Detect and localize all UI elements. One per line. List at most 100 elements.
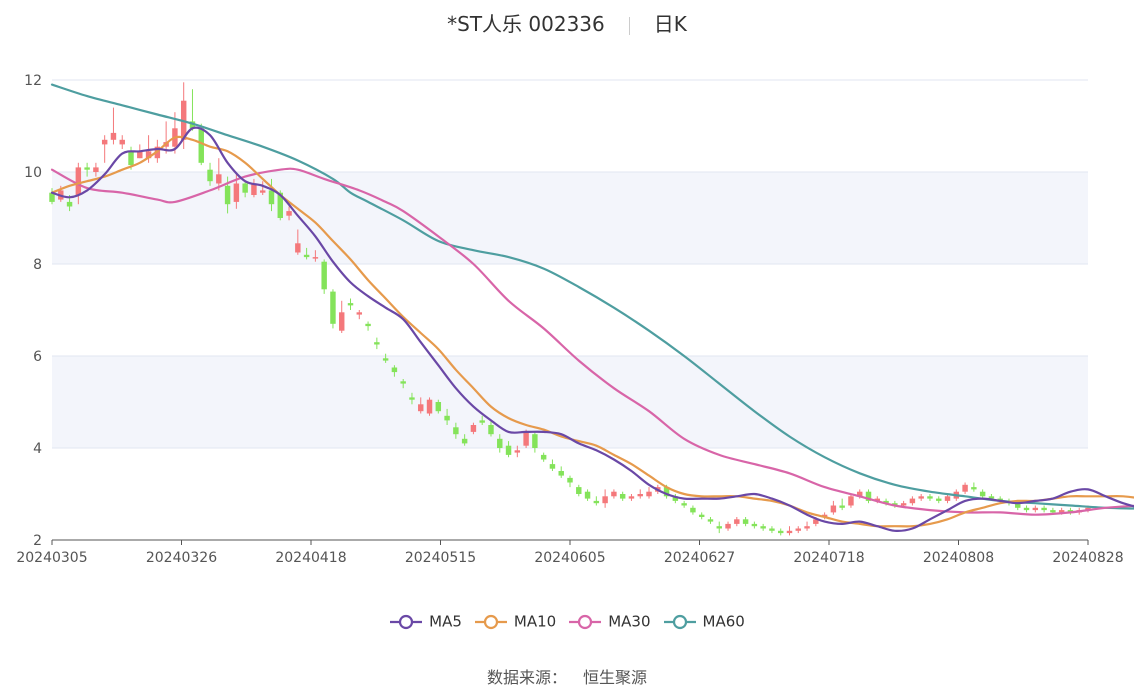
grid-band (52, 172, 1088, 264)
legend-marker-icon (569, 614, 602, 629)
candle-body (690, 507, 696, 513)
candle-body (347, 303, 354, 306)
series-line-ma30 (50, 167, 1134, 516)
chart-legend: MA5 MA10 MA30 MA60 (0, 612, 1134, 631)
candle-body (532, 434, 538, 448)
candle-body (760, 526, 766, 529)
candle-body (461, 438, 468, 444)
candle-body (505, 445, 512, 455)
y-tick-label: 6 (33, 349, 42, 365)
candle-body (391, 367, 398, 373)
candle-body (839, 505, 845, 508)
candle-body (646, 491, 652, 497)
candle-body (277, 192, 283, 218)
candle-body (479, 420, 485, 423)
candle-body (979, 491, 986, 497)
candle-body (936, 498, 942, 501)
candle-body (918, 496, 924, 499)
candle-body (892, 503, 898, 506)
candle-body (1050, 510, 1056, 513)
x-tick-label: 20240326 (146, 550, 217, 566)
candle-body (804, 526, 810, 529)
candle-body (49, 192, 55, 202)
candle-body (795, 528, 801, 531)
candle-body (558, 471, 564, 476)
candle-body (207, 169, 213, 182)
title-separator (628, 16, 630, 35)
candle-body (848, 496, 854, 506)
candle-body (971, 487, 977, 490)
legend-marker-icon (663, 614, 696, 629)
y-tick-label: 8 (33, 257, 42, 273)
candlestick-chart: 2 4 6 8 10 12 20240305 20240326 20240418 20240515… (16, 73, 1134, 566)
candle-body (751, 523, 758, 527)
legend-item-ma10[interactable]: MA10 (474, 612, 556, 631)
candle-body (672, 496, 679, 501)
stock-name: *ST人乐 002336 (447, 12, 605, 36)
candle-body (251, 183, 257, 195)
data-source: 数据来源： 恒生聚源 (0, 664, 1134, 688)
candle-body (619, 494, 626, 499)
candle-body (110, 132, 117, 140)
y-tick-label: 4 (33, 441, 42, 457)
candle-body (742, 519, 749, 524)
candle-body (611, 491, 617, 497)
candle-body (734, 519, 740, 524)
candle-body (426, 399, 433, 414)
legend-label: MA60 (702, 612, 745, 631)
x-tick-label: 20240305 (16, 550, 87, 566)
candle-body (777, 530, 784, 534)
candle-body (821, 514, 828, 517)
candle-body (374, 342, 380, 345)
candle-body (584, 491, 591, 499)
x-tick-label: 20240808 (923, 550, 994, 566)
candle-body (365, 323, 371, 327)
x-tick-label: 20240418 (275, 550, 346, 566)
legend-item-ma5[interactable]: MA5 (389, 612, 462, 631)
candle-body (576, 487, 582, 494)
candle-body (339, 312, 345, 331)
candle-body (268, 190, 275, 205)
candle-body (224, 185, 231, 205)
candle-body (453, 427, 459, 435)
candle-body (900, 503, 907, 506)
period-label: 日K (653, 12, 687, 36)
candle-body (145, 151, 152, 159)
source-provider: 恒生聚源 (583, 668, 648, 687)
candle-body (1032, 507, 1039, 511)
candle-body (628, 496, 635, 499)
candle-body (707, 519, 714, 522)
candle-body (523, 431, 529, 446)
legend-label: MA10 (513, 612, 557, 631)
candle-body (400, 381, 406, 384)
legend-item-ma30[interactable]: MA30 (568, 612, 651, 631)
candle-body (259, 190, 266, 193)
candle-body (1023, 507, 1030, 511)
candle-body (593, 500, 600, 504)
candle-body (725, 523, 731, 529)
candle-body (119, 139, 125, 145)
candle-body (883, 500, 889, 504)
candle-body (698, 514, 705, 517)
candle-body (470, 425, 477, 432)
candle-body (962, 484, 968, 492)
legend-item-ma60[interactable]: MA60 (663, 612, 745, 631)
candle-body (909, 498, 916, 504)
candle-body (84, 167, 90, 170)
candle-body (927, 496, 933, 499)
candle-body (769, 528, 775, 531)
candle-body (681, 503, 687, 506)
candle-body (137, 151, 143, 159)
series-line-ma5 (50, 126, 1134, 532)
candle-body (303, 254, 310, 258)
candle-body (286, 211, 292, 216)
candle-body (488, 425, 494, 435)
legend-marker-icon (474, 614, 507, 629)
candle-body (857, 491, 863, 497)
candle-body (637, 494, 643, 497)
candle-body (444, 415, 450, 421)
candle-body (830, 505, 837, 513)
candle-body (321, 261, 327, 290)
candle-body (66, 201, 73, 207)
candle-body (663, 487, 670, 497)
